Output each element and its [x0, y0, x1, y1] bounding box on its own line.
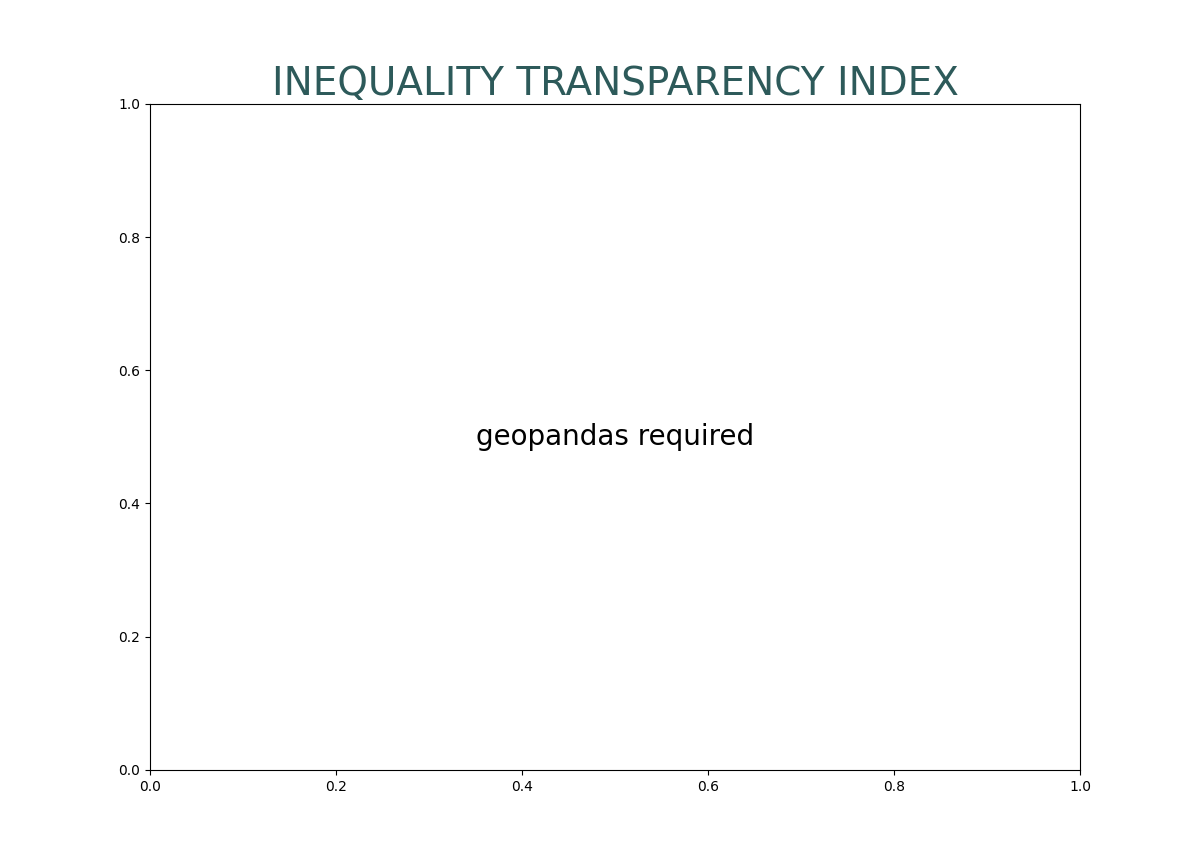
Text: geopandas required: geopandas required [476, 423, 754, 451]
Title: INEQUALITY TRANSPARENCY INDEX: INEQUALITY TRANSPARENCY INDEX [271, 66, 959, 104]
